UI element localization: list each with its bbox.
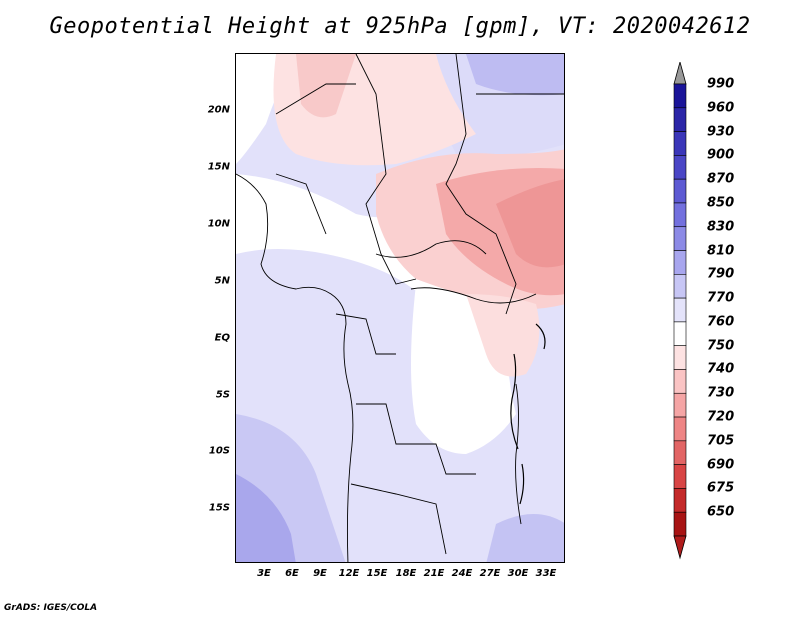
lat-label: 5S — [215, 389, 230, 401]
colorbar-cell — [673, 345, 687, 370]
lon-label: 33E — [535, 568, 557, 579]
grads-credit: GrADS: IGES/COLA — [4, 603, 98, 613]
lat-label: 15S — [208, 502, 230, 514]
colorbar-label: 650 — [707, 504, 735, 520]
country-borders — [236, 54, 564, 562]
colorbar-cell — [673, 131, 687, 156]
lat-label: 10S — [208, 445, 230, 457]
colorbar-cell — [673, 511, 687, 537]
lat-label: EQ — [214, 332, 230, 344]
colorbar-cell — [673, 369, 687, 394]
map-panel — [235, 53, 565, 563]
lon-label: 6E — [285, 568, 299, 579]
colorbar-cell — [673, 178, 687, 204]
colorbar-cell — [673, 297, 687, 323]
lakes — [510, 323, 546, 505]
colorbar-label: 750 — [707, 338, 735, 354]
colorbar-label: 760 — [707, 314, 735, 330]
colorbar-cell — [673, 416, 687, 442]
lat-label: 10N — [207, 218, 230, 230]
colorbar-cell — [673, 464, 687, 489]
colorbar-cell — [673, 107, 687, 132]
colorbar-cell — [673, 83, 687, 109]
lon-label: 9E — [313, 568, 327, 579]
colorbar-label: 690 — [707, 457, 735, 473]
chart-title: Geopotential Height at 925hPa [gpm], VT:… — [49, 14, 751, 39]
geopotential-field — [236, 54, 564, 562]
field-sw-lower — [236, 474, 296, 562]
colorbar-cells — [673, 83, 687, 537]
colorbar-cell — [673, 440, 687, 465]
field-east-max — [496, 179, 564, 268]
lat-label: 20N — [207, 104, 230, 116]
lat-label: 5N — [214, 275, 230, 287]
lon-label: 15E — [366, 568, 388, 579]
colorbar-cell — [673, 392, 687, 418]
colorbar-label: 740 — [707, 361, 735, 377]
colorbar-cell — [673, 155, 687, 180]
lon-label: 18E — [395, 568, 417, 579]
colorbar-cell — [673, 488, 687, 513]
field-se-low — [486, 514, 564, 562]
colorbar-cell — [673, 202, 687, 228]
field-north-lower — [466, 54, 564, 96]
colorbar-over-arrow — [673, 62, 687, 85]
colorbar-label: 900 — [707, 147, 735, 163]
colorbar-under-arrow — [673, 535, 687, 560]
colorbar-label: 770 — [707, 290, 735, 306]
lat-label: 15N — [207, 161, 230, 173]
colorbar-label: 720 — [707, 409, 735, 425]
colorbar-label: 830 — [707, 219, 735, 235]
colorbar — [673, 62, 687, 560]
colorbar-label: 705 — [707, 433, 735, 449]
field-north-high-core — [296, 54, 356, 118]
colorbar-label: 990 — [707, 76, 735, 92]
colorbar-label: 790 — [707, 266, 735, 282]
colorbar-label: 870 — [707, 171, 735, 187]
colorbar-label: 850 — [707, 195, 735, 211]
colorbar-cell — [673, 226, 687, 251]
lon-label: 3E — [257, 568, 271, 579]
lon-label: 30E — [507, 568, 529, 579]
colorbar-label: 675 — [707, 480, 735, 496]
lon-label: 24E — [451, 568, 473, 579]
lon-label: 21E — [423, 568, 445, 579]
colorbar-label: 930 — [707, 124, 735, 140]
lon-label: 27E — [479, 568, 501, 579]
field-lakes-high — [466, 294, 540, 377]
colorbar-cell — [673, 250, 687, 275]
lon-label: 12E — [338, 568, 360, 579]
colorbar-label: 810 — [707, 243, 735, 259]
colorbar-label: 730 — [707, 385, 735, 401]
colorbar-cell — [673, 274, 687, 299]
colorbar-cell — [673, 321, 687, 346]
colorbar-label: 960 — [707, 100, 735, 116]
